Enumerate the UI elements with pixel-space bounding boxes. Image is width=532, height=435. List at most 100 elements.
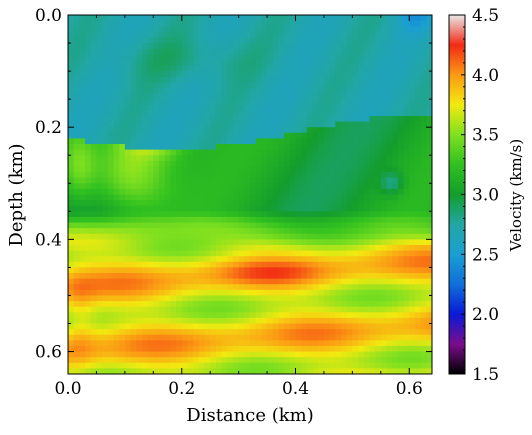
heatmap-cell (102, 127, 109, 134)
heatmap-cell (73, 334, 80, 341)
heatmap-cell (392, 284, 399, 291)
heatmap-cell (119, 65, 126, 72)
heatmap-cell (153, 26, 160, 33)
heatmap-cell (318, 48, 325, 55)
heatmap-cell (187, 166, 194, 173)
heatmap-cell (335, 31, 342, 39)
heatmap-cell (244, 250, 251, 257)
heatmap-cell (130, 93, 137, 100)
heatmap-cell (215, 160, 223, 168)
heatmap-cell (392, 43, 399, 50)
heatmap-cell (215, 306, 223, 313)
heatmap-cell (102, 166, 109, 173)
heatmap-cell (352, 20, 359, 27)
heatmap-cell (198, 121, 206, 128)
heatmap-cell (318, 239, 325, 246)
heatmap-cell (68, 110, 75, 117)
heatmap-cell (153, 155, 160, 162)
heatmap-cell (198, 200, 206, 207)
heatmap-cell (250, 93, 257, 100)
heatmap-cell (130, 37, 137, 44)
heatmap-cell (363, 256, 371, 263)
heatmap-cell (164, 200, 171, 207)
heatmap-cell (119, 194, 126, 201)
heatmap-cell (358, 200, 365, 207)
heatmap-cell (272, 43, 280, 50)
heatmap-cell (153, 334, 160, 341)
heatmap-cell (96, 54, 103, 61)
heatmap-cell (170, 194, 177, 201)
heatmap-cell (153, 261, 160, 269)
heatmap-cell (238, 289, 245, 297)
heatmap-cell (164, 233, 171, 240)
heatmap-cell (187, 104, 194, 111)
heatmap-cell (295, 312, 302, 319)
heatmap-cell (164, 216, 171, 224)
heatmap-cell (79, 357, 86, 364)
heatmap-cell (318, 121, 325, 128)
heatmap-cell (409, 104, 416, 111)
heatmap-cell (227, 65, 234, 72)
heatmap-cell (85, 132, 92, 140)
heatmap-cell (284, 312, 291, 319)
heatmap-cell (79, 216, 86, 224)
heatmap-cell (159, 211, 166, 218)
heatmap-cell (272, 312, 280, 319)
heatmap-cell (147, 228, 154, 235)
heatmap-cell (289, 306, 297, 313)
heatmap-cell (301, 312, 308, 319)
heatmap-cell (341, 284, 348, 291)
heatmap-cell (136, 205, 143, 212)
heatmap-cell (284, 362, 291, 369)
heatmap-cell (73, 261, 80, 269)
heatmap-cell (85, 15, 92, 22)
heatmap-cell (295, 362, 302, 369)
heatmap-cell (346, 37, 353, 44)
heatmap-cell (386, 205, 393, 212)
heatmap-cell (124, 295, 132, 302)
heatmap-cell (386, 31, 393, 39)
heatmap-cell (96, 284, 103, 291)
heatmap-cell (312, 244, 319, 252)
heatmap-cell (164, 59, 171, 67)
heatmap-cell (369, 104, 376, 111)
heatmap-cell (176, 329, 183, 336)
heatmap-cell (267, 65, 274, 72)
heatmap-cell (250, 149, 257, 156)
heatmap-cell (380, 239, 388, 246)
heatmap-cell (380, 278, 388, 285)
heatmap-cell (323, 82, 331, 89)
heatmap-cell (107, 362, 115, 369)
heatmap-cell (323, 216, 331, 224)
heatmap-cell (397, 127, 405, 134)
heatmap-cell (102, 228, 109, 235)
heatmap-cell (90, 76, 98, 83)
heatmap-cell (341, 115, 348, 123)
heatmap-cell (79, 200, 86, 207)
heatmap-cell (255, 340, 262, 347)
heatmap-cell (244, 144, 251, 151)
heatmap-cell (306, 345, 314, 353)
heatmap-cell (278, 323, 285, 330)
heatmap-cell (255, 87, 262, 95)
heatmap-cell (73, 37, 80, 44)
heatmap-cell (426, 20, 432, 27)
heatmap-cell (250, 110, 257, 117)
heatmap-cell (113, 357, 120, 364)
heatmap-cell (102, 65, 109, 72)
heatmap-cell (318, 216, 325, 224)
heatmap-cell (375, 132, 382, 140)
heatmap-cell (346, 166, 353, 173)
heatmap-cell (278, 317, 285, 325)
heatmap-cell (323, 362, 331, 369)
heatmap-cell (301, 228, 308, 235)
heatmap-cell (409, 323, 416, 330)
heatmap-cell (159, 82, 166, 89)
heatmap-cell (318, 20, 325, 27)
heatmap-cell (113, 329, 120, 336)
heatmap-cell (244, 132, 251, 140)
heatmap-cell (164, 138, 171, 145)
heatmap-cell (164, 82, 171, 89)
heatmap-cell (295, 37, 302, 44)
heatmap-cell (238, 357, 245, 364)
